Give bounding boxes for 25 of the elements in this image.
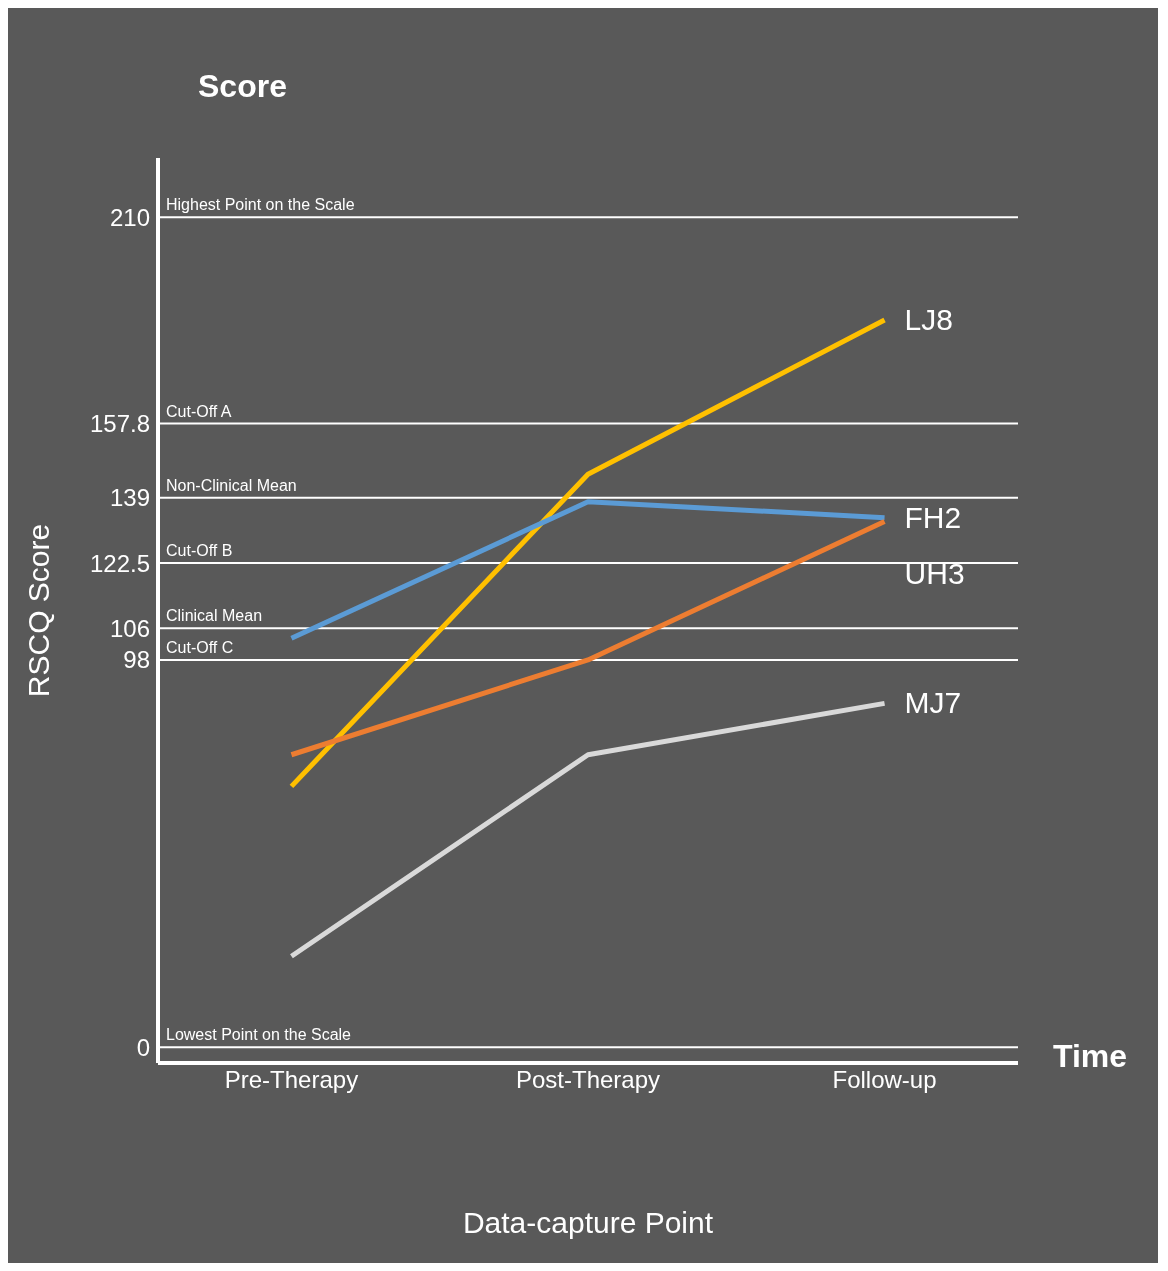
y-tick-label: 106 — [109, 614, 150, 642]
y-tick-label: 98 — [123, 646, 150, 674]
text: Score — [198, 68, 287, 105]
ref-line-label: Highest Point on the Scale — [166, 196, 355, 214]
ref-line-label: Cut-Off B — [166, 542, 233, 560]
y-tick-label: 210 — [109, 203, 150, 231]
x-tick-label: Post-Therapy — [515, 1066, 661, 1094]
series-label: FH2 — [904, 500, 962, 534]
x-axis-title: Data-capture Point — [462, 1206, 714, 1239]
ref-line-label: Clinical Mean — [166, 607, 263, 625]
series-label: UH3 — [904, 556, 965, 590]
text: Time — [1053, 1038, 1128, 1075]
ref-line-label: Lowest Point on the Scale — [166, 1026, 352, 1044]
series-label: MJ7 — [904, 686, 962, 720]
y-tick-label: 139 — [109, 484, 150, 512]
ref-line-label: Cut-Off A — [166, 402, 232, 420]
series-label: LJ8 — [904, 303, 953, 337]
y-axis-title: RSCQ Score — [21, 523, 55, 698]
ref-line-label: Cut-Off C — [166, 638, 234, 656]
y-tick-label: 157.8 — [89, 410, 150, 438]
y-tick-label: 122.5 — [89, 549, 150, 577]
ref-line-label: Non-Clinical Mean — [166, 476, 297, 494]
y-tick-label: 0 — [136, 1033, 150, 1061]
x-tick-label: Follow-up — [832, 1066, 937, 1094]
x-tick-label: Pre-Therapy — [224, 1066, 359, 1094]
